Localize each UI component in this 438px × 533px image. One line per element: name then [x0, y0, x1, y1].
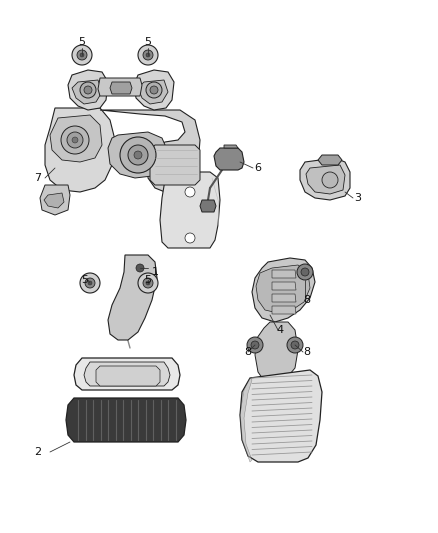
Polygon shape	[138, 80, 168, 104]
Polygon shape	[108, 255, 157, 340]
Circle shape	[77, 50, 87, 60]
Text: 3: 3	[354, 193, 361, 203]
Circle shape	[72, 45, 92, 65]
Text: 6: 6	[254, 163, 261, 173]
Circle shape	[291, 341, 299, 349]
Text: 5: 5	[81, 275, 88, 285]
Circle shape	[67, 132, 83, 148]
Circle shape	[150, 86, 158, 94]
Text: 2: 2	[35, 447, 42, 457]
Circle shape	[287, 337, 303, 353]
Circle shape	[301, 268, 309, 276]
Circle shape	[80, 82, 96, 98]
Polygon shape	[300, 158, 350, 200]
Polygon shape	[134, 70, 174, 110]
Circle shape	[146, 53, 150, 57]
Circle shape	[85, 278, 95, 288]
Polygon shape	[84, 362, 170, 386]
Circle shape	[80, 53, 84, 57]
Text: 5: 5	[145, 275, 152, 285]
Circle shape	[247, 337, 263, 353]
Polygon shape	[256, 265, 310, 313]
Polygon shape	[66, 398, 186, 442]
Polygon shape	[98, 78, 142, 96]
Polygon shape	[224, 145, 238, 148]
Circle shape	[146, 82, 162, 98]
Polygon shape	[96, 366, 160, 386]
Polygon shape	[100, 110, 200, 192]
Polygon shape	[272, 282, 296, 290]
Circle shape	[84, 86, 92, 94]
Circle shape	[143, 50, 153, 60]
Polygon shape	[252, 258, 315, 322]
Text: 4: 4	[276, 325, 283, 335]
Circle shape	[88, 281, 92, 285]
Polygon shape	[214, 148, 244, 170]
Polygon shape	[160, 172, 220, 248]
Polygon shape	[150, 145, 200, 185]
Polygon shape	[272, 306, 296, 314]
Polygon shape	[40, 185, 70, 215]
Circle shape	[185, 187, 195, 197]
Text: 8: 8	[304, 295, 311, 305]
Circle shape	[185, 233, 195, 243]
Circle shape	[128, 145, 148, 165]
Text: 8: 8	[304, 347, 311, 357]
Circle shape	[80, 273, 100, 293]
Text: 5: 5	[145, 37, 152, 47]
Polygon shape	[68, 70, 108, 110]
Polygon shape	[272, 294, 296, 302]
Text: 1: 1	[152, 267, 159, 277]
Text: 8: 8	[244, 347, 251, 357]
Polygon shape	[240, 370, 322, 462]
Polygon shape	[200, 200, 216, 212]
Circle shape	[143, 278, 153, 288]
Circle shape	[138, 45, 158, 65]
Text: 5: 5	[78, 37, 85, 47]
Circle shape	[297, 264, 313, 280]
Polygon shape	[255, 322, 298, 385]
Circle shape	[322, 172, 338, 188]
Circle shape	[138, 273, 158, 293]
Circle shape	[251, 341, 259, 349]
Circle shape	[72, 137, 78, 143]
Circle shape	[136, 264, 144, 272]
Polygon shape	[306, 165, 345, 194]
Polygon shape	[50, 115, 102, 162]
Polygon shape	[45, 108, 115, 192]
Polygon shape	[72, 80, 102, 104]
Polygon shape	[44, 193, 64, 208]
Circle shape	[134, 151, 142, 159]
Polygon shape	[318, 155, 342, 165]
Text: 7: 7	[35, 173, 42, 183]
Polygon shape	[108, 132, 168, 178]
Polygon shape	[74, 358, 180, 390]
Circle shape	[61, 126, 89, 154]
Polygon shape	[110, 82, 132, 94]
Circle shape	[120, 137, 156, 173]
Circle shape	[146, 281, 150, 285]
Polygon shape	[272, 270, 296, 278]
Polygon shape	[240, 378, 252, 462]
